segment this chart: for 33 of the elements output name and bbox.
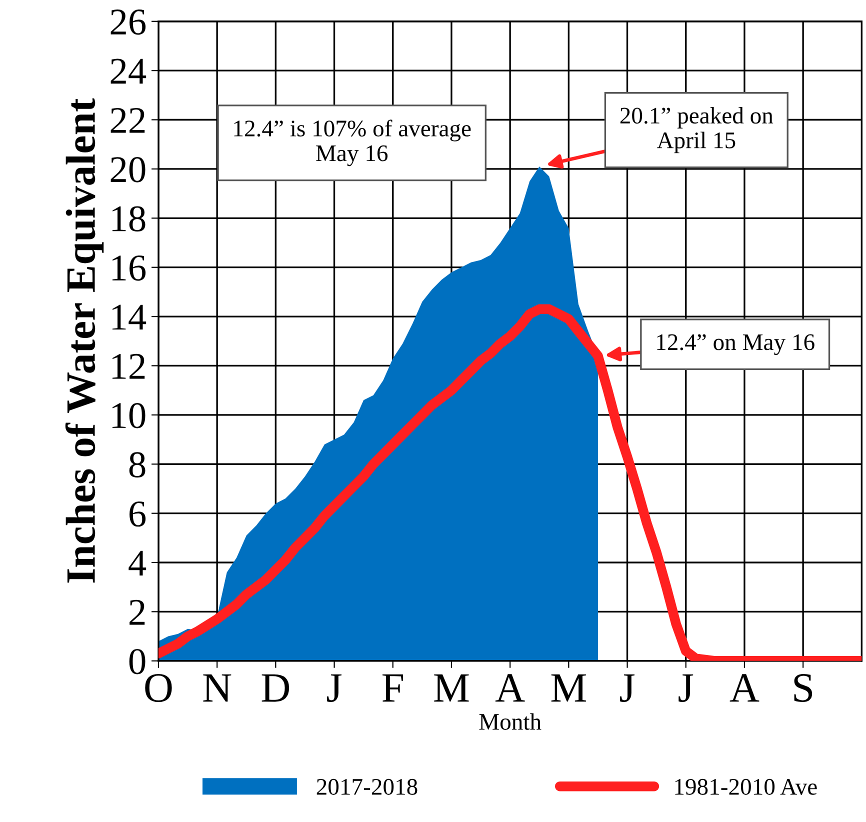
x-tick-label: J [327,674,342,702]
y-tick-label: 14 [112,304,146,330]
y-tick-label: 2 [130,600,145,625]
y-tick-label: 26 [110,10,146,35]
y-tick-label: 6 [130,501,146,527]
y-tick-label: 12 [112,354,145,379]
x-tick-label: J [620,674,635,702]
x-tick-label: N [203,674,232,702]
y-tick-label: 10 [112,402,146,428]
y-tick-label: 22 [110,108,145,133]
legend-label: 1981-2010 Ave [675,778,817,795]
x-tick-label: J [678,674,694,702]
y-tick-label: 4 [128,550,146,576]
y-tick-label: 0 [129,648,146,674]
x-tick-label: S [794,674,812,702]
y-tick-label: 8 [129,452,146,478]
legend-label: 2017-2018 [316,778,418,795]
y-tick-label: 18 [112,206,146,232]
y-axis-title: Inches of Water Equivalent [65,98,104,583]
x-tick-label: A [495,674,525,702]
x-tick-label: M [551,674,586,702]
annotation: 20.1” peaked on April 15 [620,107,774,154]
y-tick-label: 20 [110,157,146,182]
annotation: 12.4” is 107% of average May 16 [234,120,471,166]
x-tick-label: F [382,674,403,702]
x-axis-title: Month [479,713,542,730]
annotation: 12.4” on May 16 [657,334,814,356]
y-tick-label: 16 [112,256,146,281]
x-tick-label: D [262,674,290,702]
x-tick-label: M [434,674,469,702]
x-tick-label: O [145,674,172,702]
y-tick-label: 24 [110,58,146,84]
x-tick-label: A [730,674,760,702]
